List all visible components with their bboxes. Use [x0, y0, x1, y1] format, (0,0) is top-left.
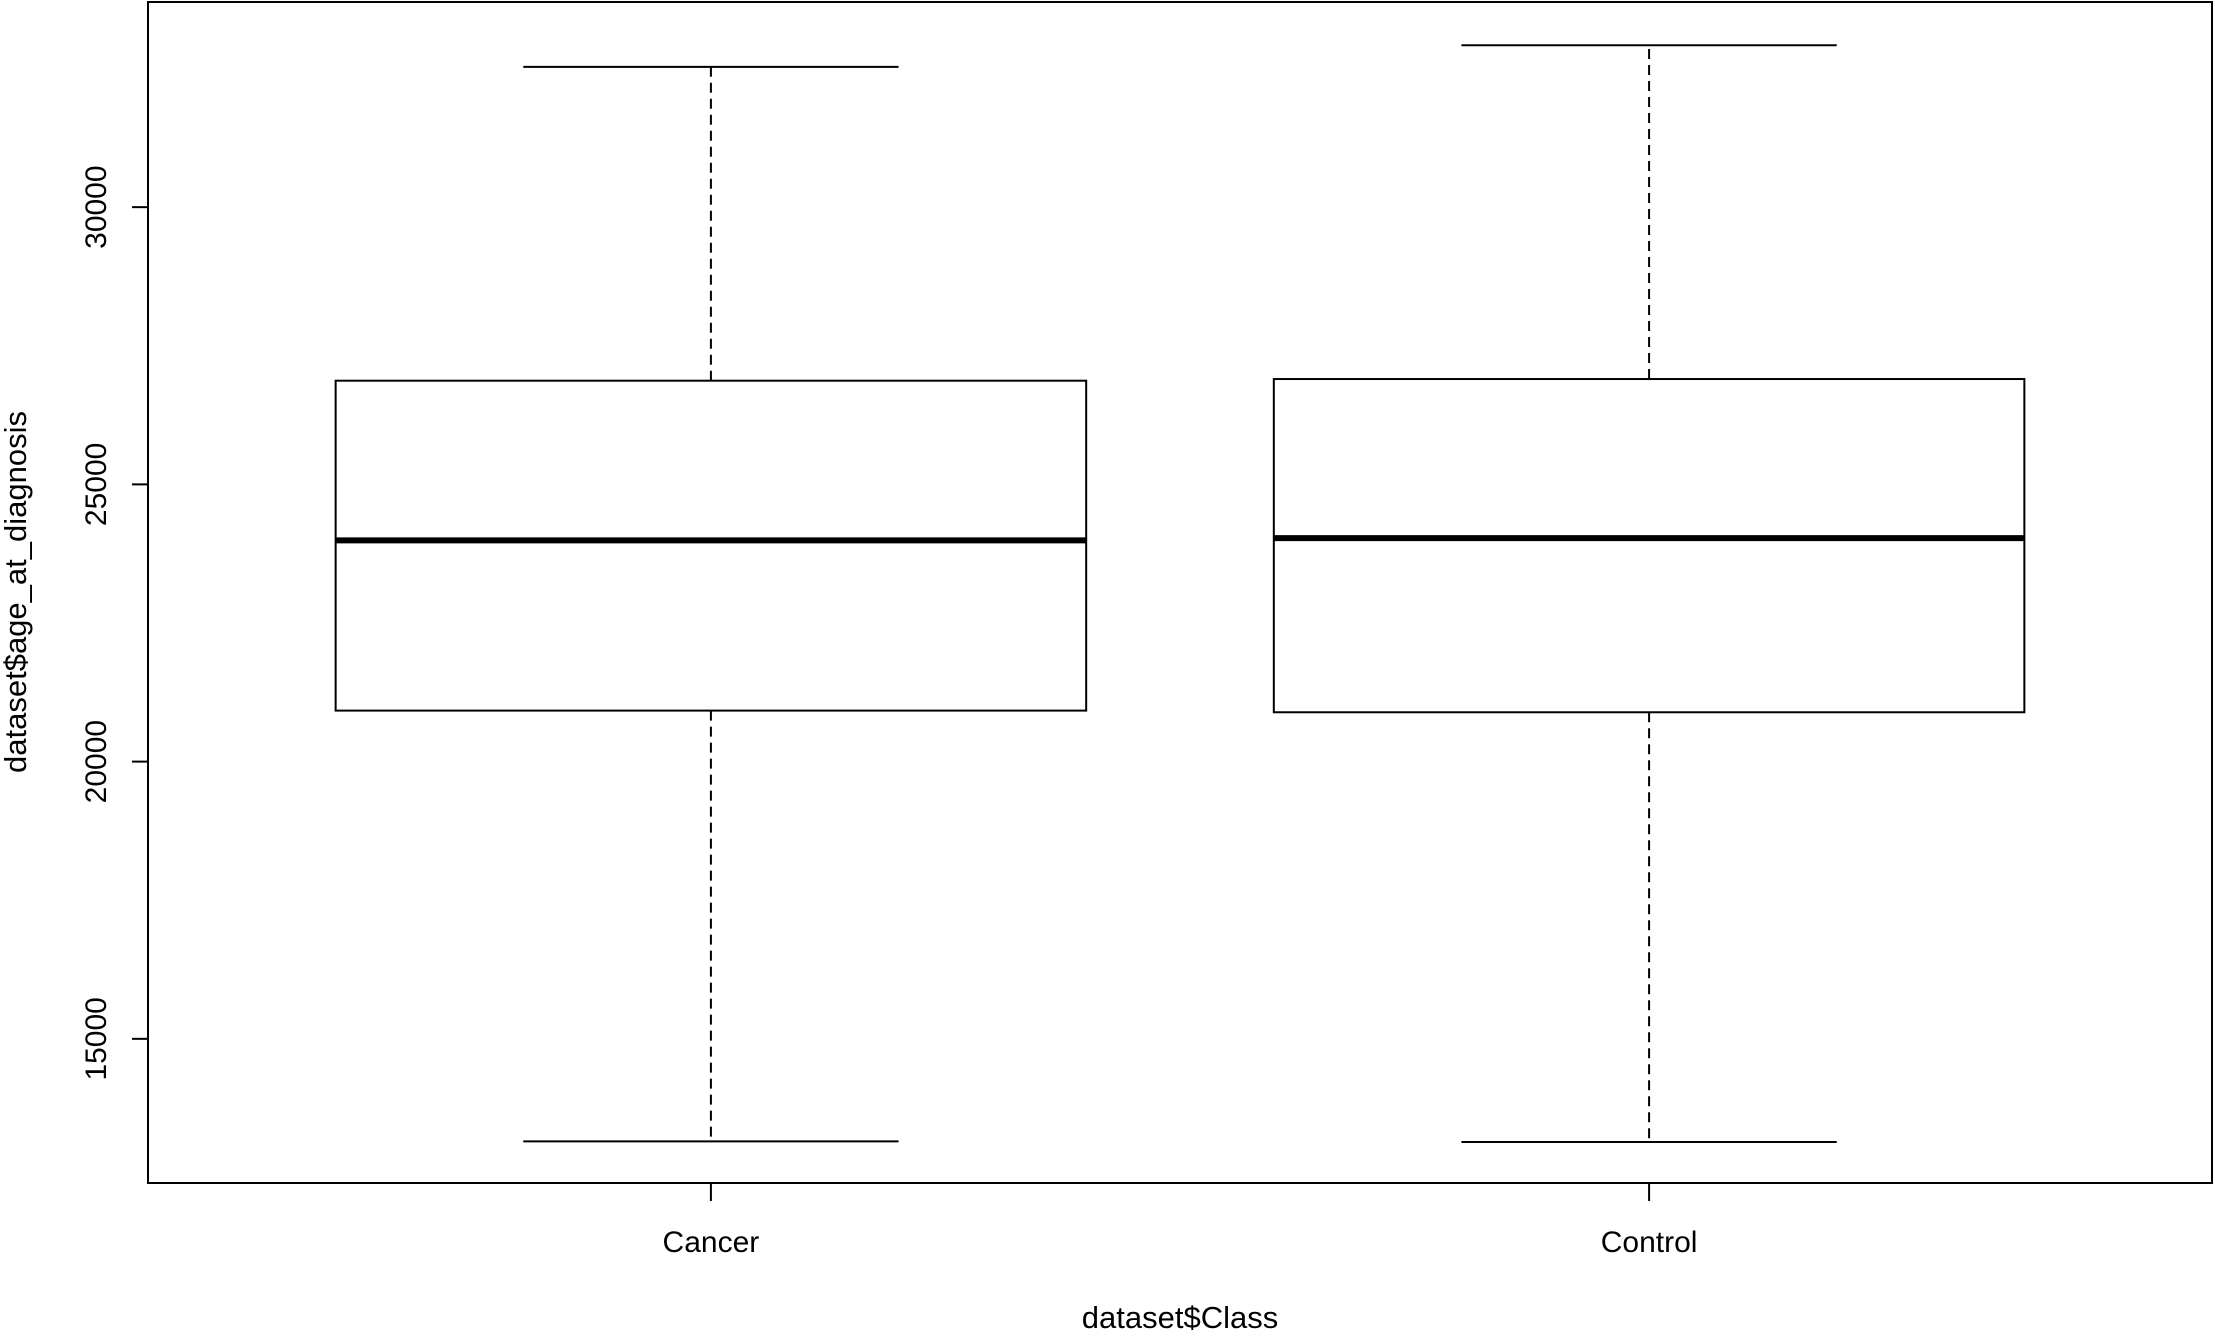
y-tick-label: 15000 — [80, 997, 113, 1080]
plot-frame — [147, 1, 2213, 1184]
x-tick-label: Control — [1601, 1226, 1698, 1259]
x-axis-title: dataset$Class — [1082, 1300, 1278, 1334]
box-group-control — [1272, 44, 2026, 1143]
box-group-cancer — [334, 65, 1088, 1143]
y-tick-label: 25000 — [80, 443, 113, 526]
y-tick-label: 20000 — [80, 720, 113, 803]
x-axis: Cancer Control — [663, 1183, 1698, 1259]
y-axis: 15000 20000 25000 30000 — [80, 165, 148, 1081]
chart-marks — [334, 44, 2026, 1143]
iqr-box — [334, 379, 1088, 712]
iqr-box — [1272, 378, 2026, 714]
x-tick-label: Cancer — [663, 1226, 760, 1259]
y-tick-label: 30000 — [80, 165, 113, 248]
y-axis-title: dataset$age_at_diagnosis — [0, 411, 33, 773]
